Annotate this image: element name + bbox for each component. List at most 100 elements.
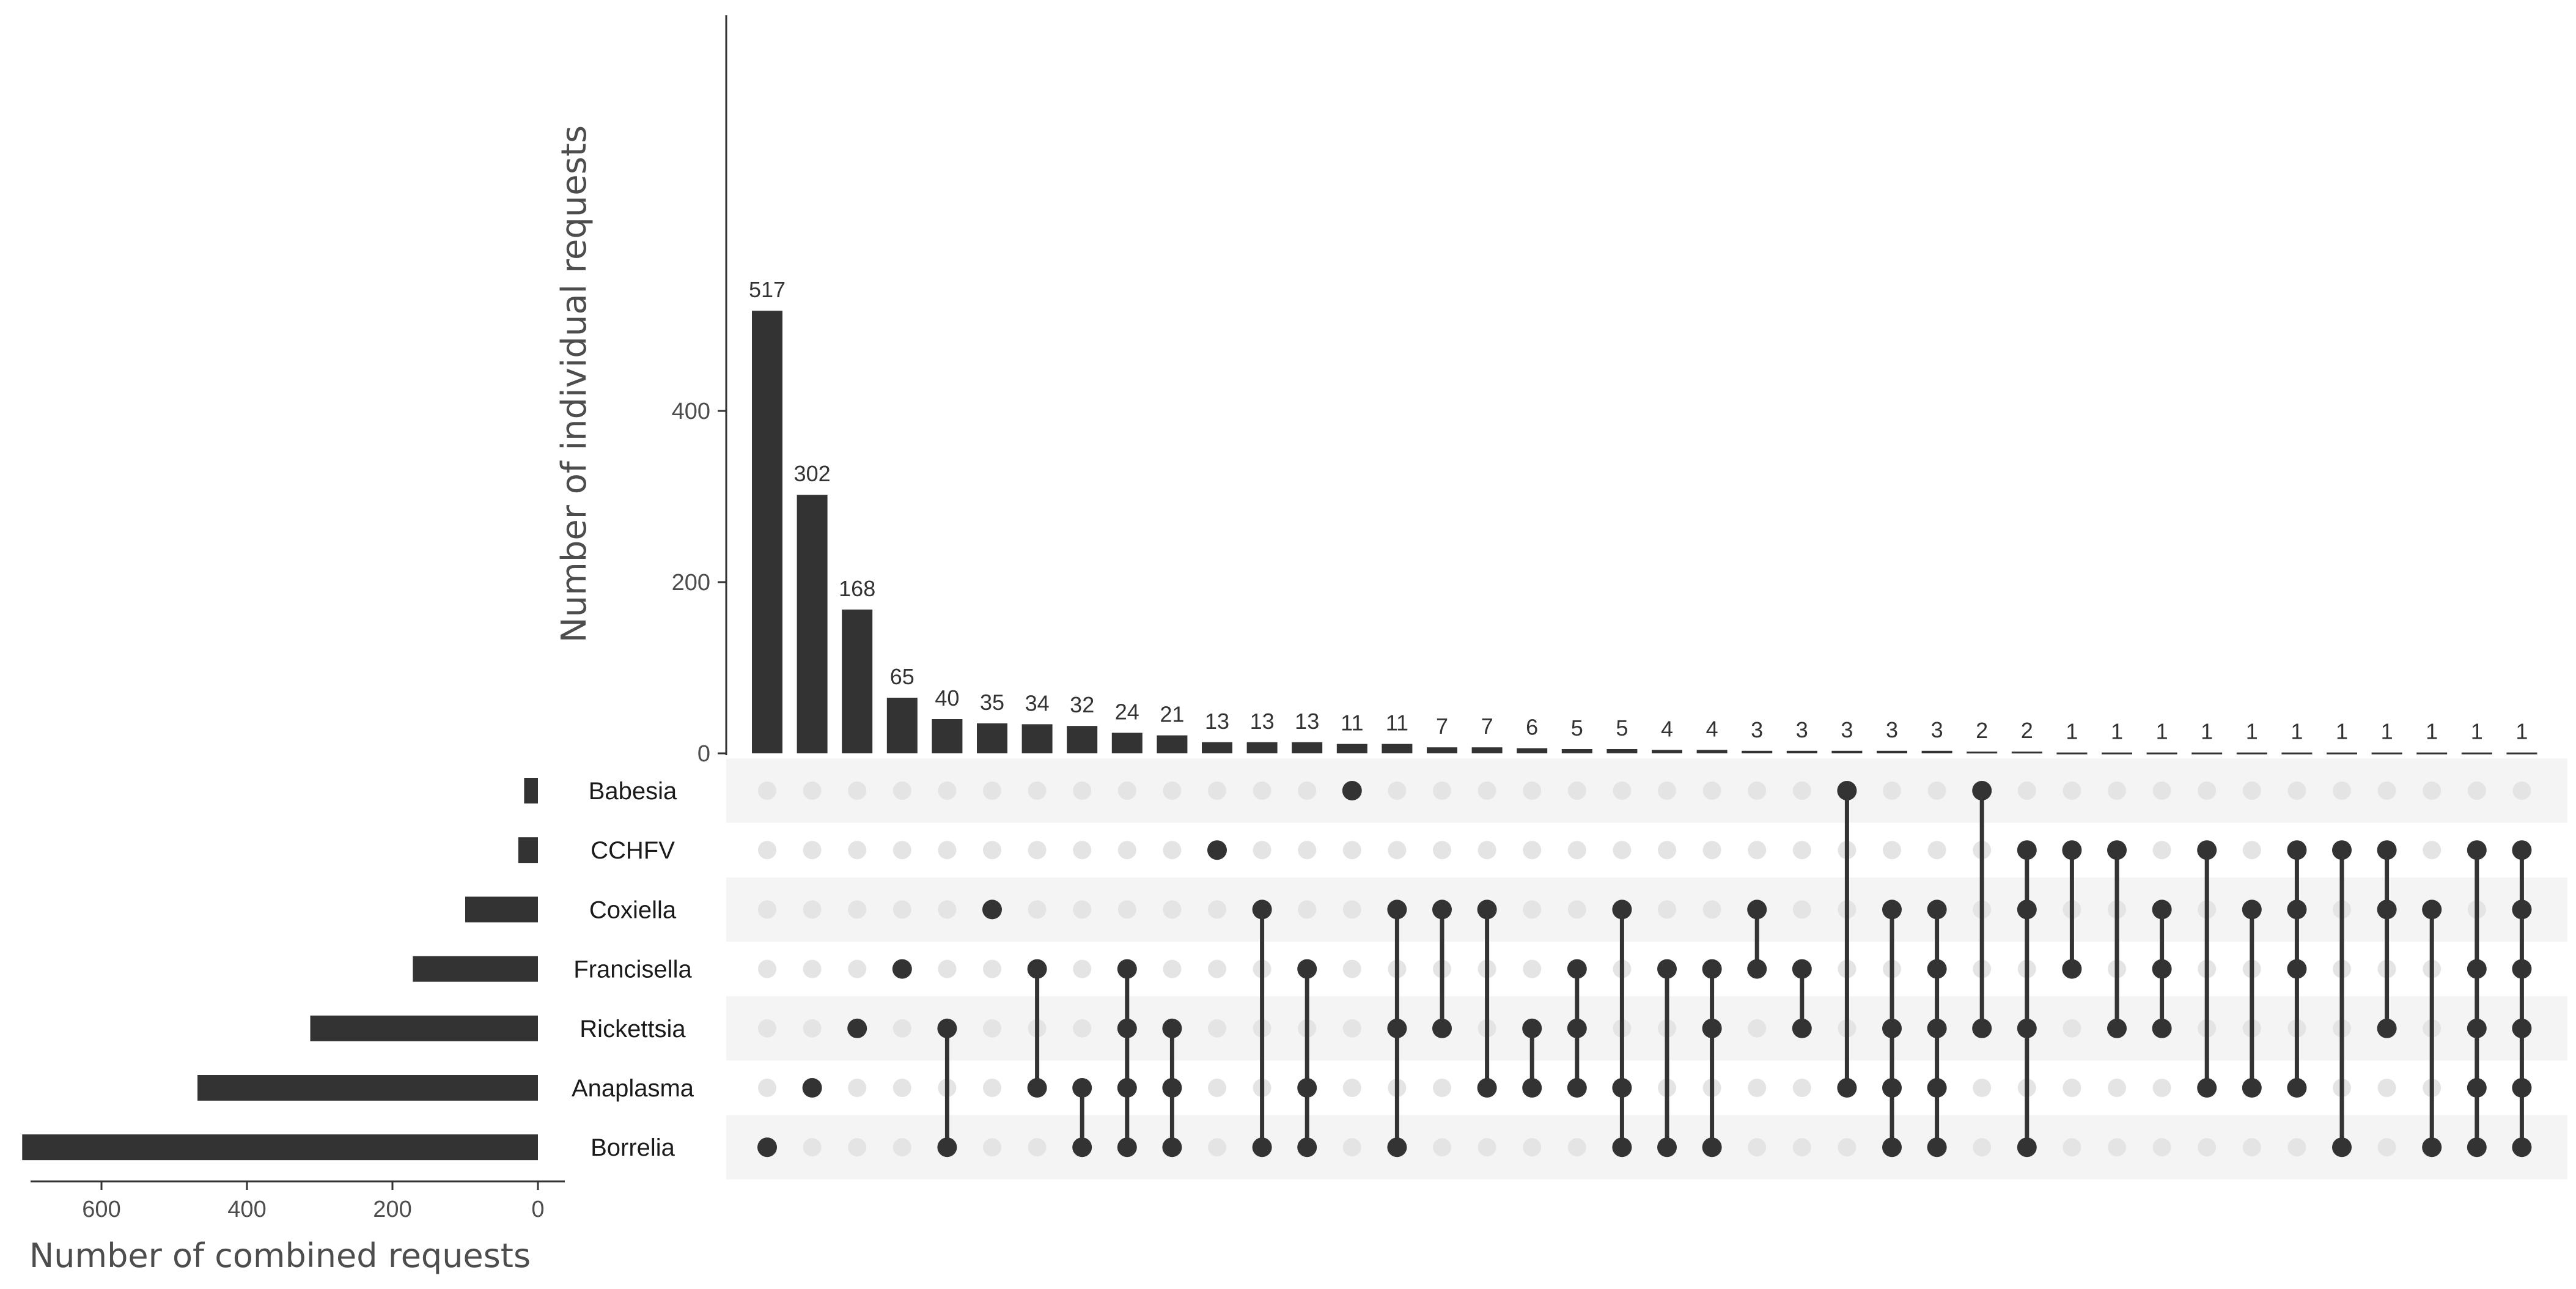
matrix-dot-inactive [1298, 781, 1317, 800]
matrix-dot-active [982, 899, 1002, 920]
matrix-dot-inactive [1478, 781, 1496, 800]
matrix-dot-inactive [983, 959, 1001, 978]
matrix-dot-inactive [1208, 959, 1226, 978]
matrix-dot-active [1792, 959, 1812, 979]
matrix-dot-inactive [2512, 781, 2531, 800]
intersection-bar-label: 1 [2246, 719, 2258, 744]
top-y-tick-label: 200 [672, 570, 710, 596]
matrix-dot-inactive [983, 1019, 1001, 1038]
matrix-dot-active [2017, 1137, 2037, 1158]
matrix-dot-active [1972, 781, 1992, 800]
matrix-dot-inactive [2377, 781, 2396, 800]
matrix-dot-active [1342, 781, 1362, 800]
matrix-dot-inactive [758, 900, 776, 919]
matrix-dot-inactive [1613, 781, 1632, 800]
matrix-dot-active [1297, 959, 1317, 979]
matrix-dot-inactive [1523, 959, 1542, 978]
matrix-dot-inactive [2152, 841, 2171, 860]
matrix-dot-inactive [983, 1079, 1001, 1097]
matrix-dot-active [1702, 959, 1722, 979]
matrix-dot-active [2332, 840, 2352, 860]
matrix-dot-active [1792, 1018, 1812, 1038]
top-y-axis-title: Number of individual requests [554, 125, 594, 643]
intersection-bar-label: 11 [1386, 711, 1408, 736]
intersection-bar-label: 1 [2381, 719, 2393, 744]
intersection-bar-label: 11 [1341, 711, 1363, 736]
matrix-dot-inactive [1073, 900, 1092, 919]
set-label: Borrelia [591, 1134, 675, 1161]
intersection-bar [752, 311, 782, 753]
matrix-dot-active [1027, 959, 1047, 979]
matrix-dot-inactive [1342, 1138, 1361, 1157]
matrix-dot-inactive [1208, 1138, 1226, 1157]
matrix-dot-active [1162, 1018, 1182, 1038]
matrix-dot-inactive [892, 900, 911, 919]
intersection-bar [1336, 744, 1367, 753]
matrix-dot-inactive [1163, 900, 1182, 919]
matrix-dot-active [2377, 840, 2397, 860]
set-size-bar [413, 956, 538, 982]
matrix-dot-inactive [1748, 781, 1767, 800]
intersection-bar-label: 1 [2291, 719, 2303, 744]
matrix-dot-inactive [1342, 959, 1361, 978]
intersection-bar [1877, 750, 1907, 753]
intersection-bar-label: 168 [839, 576, 875, 601]
matrix-dot-inactive [1253, 841, 1271, 860]
matrix-dot-inactive [2377, 1138, 2396, 1157]
matrix-dot-inactive [2287, 781, 2306, 800]
matrix-dot-inactive [1117, 900, 1136, 919]
matrix-dot-active [1117, 1018, 1137, 1038]
matrix-dot-inactive [1163, 781, 1182, 800]
matrix-dot-active [1927, 899, 1947, 920]
matrix-dot-inactive [2063, 781, 2081, 800]
intersection-bar-label: 65 [890, 664, 914, 689]
matrix-dot-active [2467, 1018, 2487, 1038]
intersection-bar-label: 1 [2156, 719, 2168, 744]
side-x-axis-title: Number of combined requests [29, 1236, 531, 1275]
intersection-bar [842, 609, 873, 753]
matrix-dot-active [1837, 1078, 1857, 1098]
matrix-dot-active [1882, 899, 1902, 920]
intersection-bar [1921, 750, 1952, 753]
matrix-dot-active [2512, 899, 2532, 920]
matrix-dot-inactive [892, 1138, 911, 1157]
matrix-dot-active [2287, 1078, 2307, 1098]
matrix-dot-active [1747, 959, 1767, 979]
matrix-dot-inactive [758, 1019, 776, 1038]
matrix-dot-inactive [1208, 1019, 1226, 1038]
matrix-dot-inactive [1523, 781, 1542, 800]
matrix-dot-inactive [1342, 1079, 1361, 1097]
matrix-dot-active [1387, 1018, 1407, 1038]
intersection-bar-label: 1 [2201, 719, 2213, 744]
matrix-dot-active [1162, 1078, 1182, 1098]
matrix-dot-active [1882, 1018, 1902, 1038]
matrix-dot-inactive [1792, 900, 1811, 919]
matrix-dot-inactive [1073, 959, 1092, 978]
matrix-dot-active [1387, 1137, 1407, 1158]
set-size-bar [465, 896, 538, 923]
matrix-dot-inactive [848, 1079, 867, 1097]
set-label: Coxiella [589, 896, 677, 923]
intersection-bar [797, 495, 828, 753]
matrix-dot-active [2377, 1018, 2397, 1038]
intersection-bar [1427, 747, 1457, 753]
matrix-dot-inactive [1388, 781, 1407, 800]
matrix-dot-inactive [1702, 900, 1721, 919]
intersection-bar [932, 719, 963, 753]
matrix-dot-active [2512, 1137, 2532, 1158]
matrix-dot-active [1162, 1137, 1182, 1158]
top-y-tick-label: 400 [672, 399, 710, 424]
matrix-dot-inactive [2152, 1079, 2171, 1097]
set-label: CCHFV [591, 837, 675, 864]
matrix-dot-inactive [1567, 1138, 1586, 1157]
matrix-dot-active [1432, 1018, 1452, 1038]
intersection-bar-label: 7 [1436, 714, 1448, 739]
matrix-dot-inactive [2242, 1138, 2261, 1157]
intersection-bar [1786, 750, 1817, 753]
matrix-dot-inactive [1748, 1138, 1767, 1157]
intersection-bar-label: 35 [980, 690, 1004, 715]
intersection-bar [1382, 744, 1413, 753]
matrix-dot-inactive [1073, 1019, 1092, 1038]
intersection-bar-label: 13 [1250, 709, 1275, 734]
matrix-dot-inactive [1567, 841, 1586, 860]
